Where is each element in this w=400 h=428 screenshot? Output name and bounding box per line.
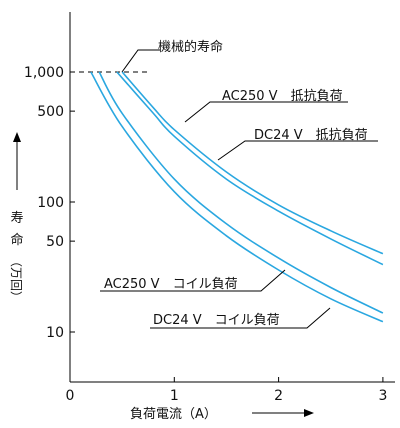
y-tick-label: 1,000 (24, 65, 64, 81)
y-axis-label-unit: （万回） (9, 255, 23, 303)
y-tick-label: 10 (46, 325, 64, 341)
label-ac250-resistive-leader (184, 101, 348, 123)
x-tick-label: 1 (170, 388, 179, 404)
series-labels: AC250 V 抵抗負荷 DC24 V 抵抗負荷 AC250 V コイル負荷 DC24… (100, 89, 378, 329)
x-tick-label: 3 (378, 388, 387, 404)
y-tick-label: 100 (37, 195, 64, 211)
y-tick-label: 50 (46, 234, 64, 250)
axes (69, 12, 395, 383)
y-axis-label-1: 寿 (10, 211, 23, 226)
x-tick-label: 0 (66, 388, 75, 404)
curves (90, 71, 384, 323)
x-tick-label: 2 (274, 388, 283, 404)
axis-titles: 寿命 （万回） 負荷電流（A） (9, 132, 314, 422)
label-ac250-resistive: AC250 V 抵抗負荷 (222, 89, 343, 104)
label-ac250-coil: AC250 V コイル負荷 (104, 277, 238, 292)
label-dc24-coil: DC24 V コイル負荷 (153, 313, 280, 328)
ticks: 0 1 2 3 1,000 500 100 50 10 (24, 65, 387, 404)
label-dc24-resistive: DC24 V 抵抗負荷 (254, 128, 368, 143)
label-dc24-coil-leader (150, 307, 331, 329)
label-ac250-coil-leader (100, 269, 286, 292)
curve-dc24-resistive (116, 71, 384, 266)
y-axis-arrow-icon (13, 132, 21, 142)
mechanical-life-label: 機械的寿命 (158, 39, 223, 55)
y-tick-label: 500 (37, 104, 64, 120)
mechanical-life: 機械的寿命 (70, 39, 223, 73)
x-axis-arrow-icon (304, 409, 314, 417)
y-axis-label-2: 命 (10, 232, 23, 248)
mechanical-life-leader (121, 49, 160, 73)
x-axis-label: 負荷電流（A） (130, 407, 217, 422)
curve-dc24-coil (90, 71, 384, 323)
curve-ac250-coil (98, 71, 384, 314)
label-dc24-resistive-leader (217, 140, 378, 161)
curve-ac250-resistive (121, 71, 384, 255)
